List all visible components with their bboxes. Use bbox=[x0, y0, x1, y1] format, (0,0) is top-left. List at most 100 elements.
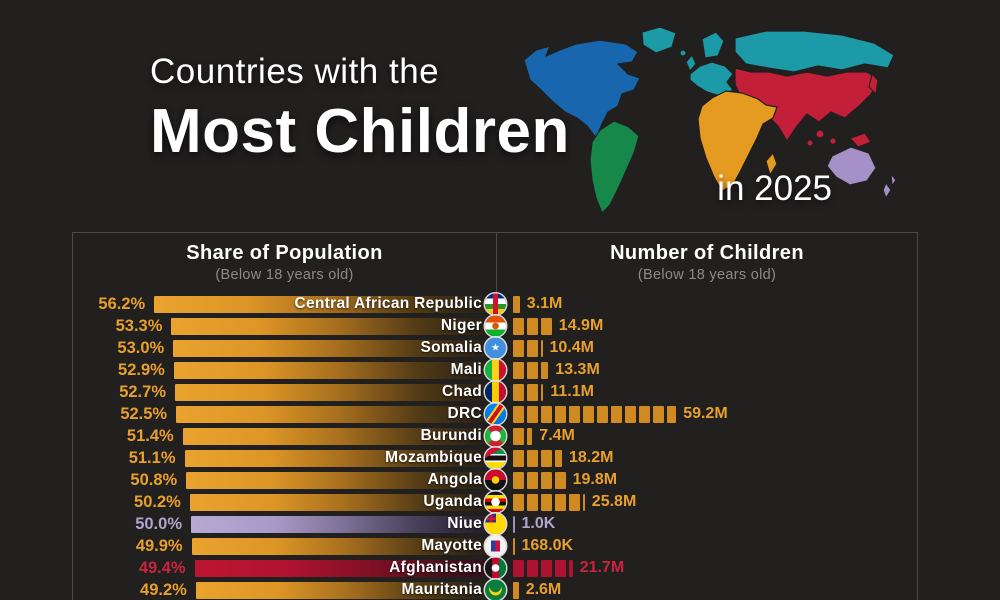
title-line-1: Countries with the bbox=[150, 52, 440, 91]
country-label: Afghanistan bbox=[389, 559, 482, 576]
country-label: Mauritania bbox=[401, 581, 482, 598]
children-bar-segment-partial bbox=[555, 449, 562, 467]
share-cell: 49.4% Afghanistan bbox=[73, 559, 496, 578]
children-cell: 18.2M bbox=[485, 447, 917, 469]
children-bar-segment-partial bbox=[667, 405, 677, 423]
share-cell: 52.7% Chad bbox=[73, 383, 496, 402]
share-cell: 49.9% Mayotte bbox=[73, 537, 496, 556]
country-row: 49.2% Mauritania 2.6M bbox=[73, 579, 917, 600]
share-value-label: 50.0% bbox=[135, 514, 182, 533]
map-australia bbox=[826, 146, 877, 186]
children-bar-segment bbox=[583, 405, 594, 423]
share-bar: Somalia bbox=[173, 339, 488, 357]
children-bar bbox=[513, 405, 677, 423]
share-cell: 49.2% Mauritania bbox=[73, 581, 496, 600]
country-label: Niue bbox=[447, 515, 482, 532]
country-label: Angola bbox=[427, 471, 482, 488]
children-bar bbox=[513, 361, 549, 379]
country-rows: 56.2% Central African Republic 3.1M 53.3% Ni… bbox=[73, 293, 917, 600]
share-bar: Niue bbox=[191, 515, 488, 533]
children-bar bbox=[513, 515, 515, 533]
right-panel-subtitle: (Below 18 years old) bbox=[637, 267, 777, 283]
children-bar bbox=[513, 581, 519, 599]
share-bar: Afghanistan bbox=[194, 559, 488, 577]
children-cell: 25.8M bbox=[485, 491, 917, 513]
children-bar-segment bbox=[541, 493, 552, 511]
map-scandinavia bbox=[701, 31, 725, 59]
children-value-label: 168.0K bbox=[521, 537, 574, 554]
children-bar-segment bbox=[569, 493, 580, 511]
country-label: Uganda bbox=[423, 493, 482, 510]
children-bar bbox=[513, 427, 533, 445]
share-value-label: 52.5% bbox=[120, 404, 168, 423]
children-value-label: 10.4M bbox=[549, 339, 594, 356]
chart-panel: Share of Population (Below 18 years old)… bbox=[72, 232, 918, 600]
country-row: 49.9% Mayotte 168.0K bbox=[73, 535, 917, 557]
share-value-label: 53.3% bbox=[115, 316, 163, 335]
children-bar-segment bbox=[541, 449, 552, 467]
children-bar-segment-partial bbox=[513, 515, 515, 533]
country-row: 50.8% Angola 19.8M bbox=[73, 469, 917, 491]
children-value-label: 59.2M bbox=[683, 405, 728, 422]
children-bar-segment bbox=[527, 405, 538, 423]
left-panel-title: Share of Population bbox=[186, 242, 383, 264]
map-japan bbox=[868, 73, 879, 95]
share-bar: Niger bbox=[171, 317, 488, 335]
flag-icon-central-african-republic bbox=[485, 293, 506, 315]
share-cell: 53.0% Somalia bbox=[73, 339, 496, 358]
children-bar-segment-partial bbox=[583, 493, 585, 511]
share-value-label: 50.2% bbox=[134, 492, 181, 511]
country-label: DRC bbox=[447, 405, 482, 422]
children-bar-segment-partial bbox=[541, 383, 544, 401]
share-bar: Mayotte bbox=[191, 537, 488, 555]
children-cell: 19.8M bbox=[485, 469, 917, 491]
children-bar bbox=[513, 339, 543, 357]
children-bar-segment bbox=[513, 361, 524, 379]
children-bar-segment-partial bbox=[555, 471, 566, 489]
share-value-label: 52.9% bbox=[118, 360, 165, 379]
share-value-label: 49.2% bbox=[140, 580, 187, 599]
children-cell: 2.6M bbox=[485, 579, 917, 600]
children-cell: 21.7M bbox=[485, 557, 917, 579]
children-bar-segment bbox=[513, 559, 524, 577]
map-north-america bbox=[523, 39, 641, 139]
children-value-label: 13.3M bbox=[555, 361, 600, 378]
share-value-label: 51.1% bbox=[128, 448, 176, 467]
country-label: Mali bbox=[450, 361, 482, 378]
country-label: Mozambique bbox=[385, 449, 482, 466]
country-row: 50.2% Uganda 25.8M bbox=[73, 491, 917, 513]
children-bar-segment bbox=[555, 405, 566, 423]
share-bar: Central African Republic bbox=[154, 295, 488, 313]
children-bar-segment bbox=[541, 559, 552, 577]
share-cell: 50.8% Angola bbox=[73, 471, 496, 490]
children-bar-segment bbox=[527, 449, 538, 467]
country-row: 51.4% Burundi 7.4M bbox=[73, 425, 917, 447]
map-europe bbox=[689, 61, 734, 97]
share-cell: 50.2% Uganda bbox=[73, 493, 496, 512]
country-row: 52.7% Chad 11.1M bbox=[73, 381, 917, 403]
children-cell: 11.1M bbox=[485, 381, 917, 403]
children-value-label: 2.6M bbox=[525, 581, 562, 598]
children-bar bbox=[513, 493, 585, 511]
children-cell: 13.3M bbox=[485, 359, 917, 381]
right-panel-title: Number of Children bbox=[610, 242, 804, 264]
children-bar bbox=[513, 383, 544, 401]
country-row: 52.9% Mali 13.3M bbox=[73, 359, 917, 381]
children-bar-segment-partial bbox=[513, 537, 515, 555]
children-value-label: 21.7M bbox=[579, 559, 625, 576]
flag-icon-chad bbox=[485, 381, 506, 403]
map-uk bbox=[685, 54, 697, 72]
share-bar: Chad bbox=[175, 383, 488, 401]
children-bar-segment bbox=[569, 405, 580, 423]
flag-icon-somalia: ★ bbox=[485, 337, 506, 359]
flag-icon-mauritania bbox=[485, 579, 506, 600]
children-bar-segment-partial bbox=[541, 317, 552, 335]
country-row: 51.1% Mozambique 18.2M bbox=[73, 447, 917, 469]
children-value-label: 25.8M bbox=[591, 493, 637, 510]
title-line-3: in 2025 bbox=[717, 169, 832, 208]
map-russia bbox=[734, 30, 895, 73]
flag-icon-niue bbox=[485, 513, 506, 535]
children-bar-segment bbox=[513, 339, 524, 357]
children-bar-segment bbox=[611, 405, 622, 423]
